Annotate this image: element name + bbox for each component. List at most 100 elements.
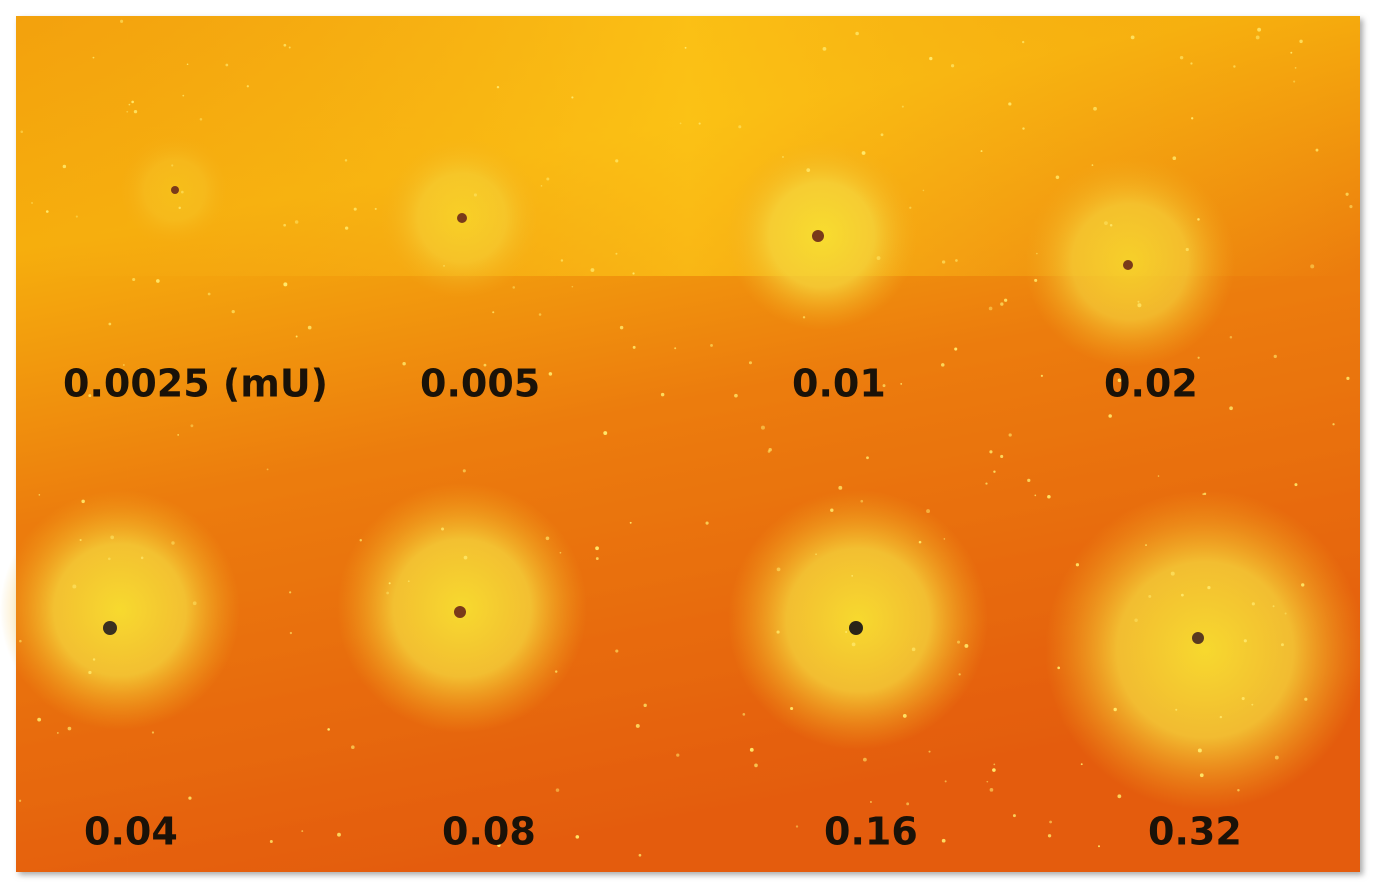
speck (795, 825, 799, 828)
speck (359, 539, 362, 542)
speck (684, 46, 687, 49)
label: 0.08 (442, 810, 536, 854)
speck (1301, 583, 1305, 587)
speck (985, 482, 988, 485)
speck (295, 335, 298, 338)
speck (571, 96, 574, 99)
speck (806, 168, 811, 173)
speck (353, 207, 357, 211)
speck (1091, 164, 1094, 167)
speck (738, 125, 742, 129)
speck (1113, 707, 1117, 712)
speck (79, 538, 82, 542)
speck (926, 509, 930, 514)
speck (943, 538, 946, 540)
speck (171, 541, 175, 545)
speck (45, 210, 49, 213)
halo (0, 490, 240, 730)
speck (901, 105, 904, 108)
speck (830, 508, 834, 512)
speck (1080, 763, 1083, 766)
label: 0.32 (1148, 810, 1242, 854)
speck (838, 485, 843, 490)
speck (1040, 374, 1043, 377)
speck (954, 347, 958, 351)
speck (554, 670, 558, 673)
speck (1207, 585, 1211, 590)
speck (760, 425, 765, 430)
speck (1000, 454, 1004, 459)
speck (151, 731, 155, 734)
wells (103, 186, 1204, 644)
speck (957, 640, 961, 644)
well (849, 621, 863, 635)
speck (128, 103, 131, 106)
speck (1179, 55, 1184, 60)
speck (1346, 376, 1350, 380)
speck (1117, 794, 1122, 799)
speck (56, 731, 59, 734)
speck (768, 448, 772, 452)
speck (906, 802, 910, 806)
speck (351, 745, 355, 749)
speck (181, 190, 184, 194)
speck (388, 582, 391, 585)
speck (679, 122, 682, 125)
speck (1294, 66, 1297, 69)
speck (1332, 423, 1335, 426)
speck (781, 155, 785, 158)
speck (855, 31, 859, 36)
speck (1272, 605, 1275, 608)
speck (1172, 156, 1177, 161)
halo (728, 490, 988, 750)
speck (882, 384, 886, 388)
speck (643, 703, 647, 707)
speck (676, 753, 680, 757)
speck (992, 768, 996, 772)
speck (407, 580, 410, 583)
speck (1290, 51, 1293, 54)
speck (107, 557, 111, 561)
speck (1255, 35, 1260, 40)
speck (815, 553, 817, 556)
speck (1299, 39, 1303, 44)
speck (283, 282, 288, 287)
speck (199, 117, 203, 121)
speck (1170, 571, 1175, 576)
speck (443, 264, 445, 267)
speck (1148, 594, 1152, 598)
well (1192, 632, 1204, 644)
speck (754, 763, 758, 768)
speck (483, 363, 487, 367)
speck (177, 434, 179, 436)
speck (1233, 65, 1236, 68)
speck (909, 206, 912, 209)
speck (1109, 223, 1113, 227)
speck (571, 285, 574, 288)
label: 0.02 (1104, 362, 1198, 406)
speck (1251, 602, 1255, 606)
speck (120, 19, 124, 23)
speck (1004, 298, 1008, 302)
speck (1134, 618, 1138, 623)
speck (790, 706, 794, 711)
speck (964, 643, 969, 648)
speck (575, 835, 580, 839)
speck (955, 259, 958, 262)
speck (1197, 748, 1202, 753)
speck (1036, 252, 1038, 255)
speck (1237, 789, 1240, 792)
speck (92, 56, 95, 59)
speck (595, 557, 599, 560)
speck (880, 133, 884, 137)
speck (1345, 192, 1349, 196)
speck (1199, 773, 1204, 778)
speck (1057, 666, 1061, 670)
speck (1274, 755, 1279, 760)
speck (776, 567, 781, 572)
label: 0.04 (84, 810, 178, 854)
speck (1294, 483, 1298, 487)
speck (1008, 433, 1012, 437)
speck (1047, 834, 1052, 838)
speck (1104, 221, 1108, 225)
